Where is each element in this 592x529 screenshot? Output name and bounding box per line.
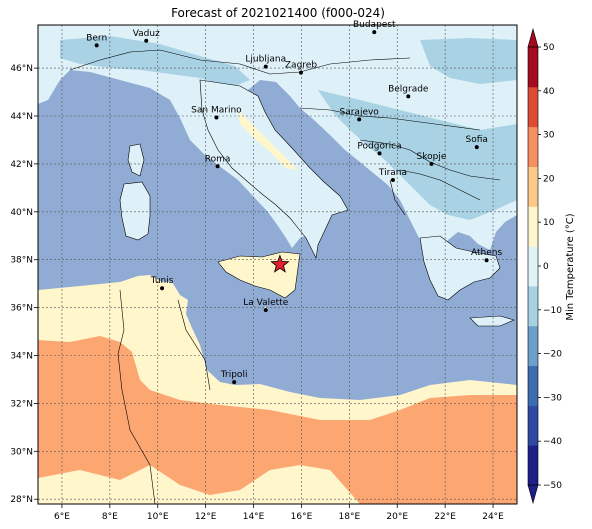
city-label: Tunis bbox=[150, 276, 174, 286]
colorbar-tick-label: −30 bbox=[543, 393, 562, 403]
colorbar-tick-label: 0 bbox=[543, 262, 549, 272]
city-label: Tripoli bbox=[220, 370, 248, 380]
city-label: Sarajevo bbox=[340, 107, 380, 117]
europe-land bbox=[38, 25, 517, 260]
lat-tick-label: 30°N bbox=[10, 447, 33, 457]
alps-cool-zone bbox=[60, 36, 250, 88]
colorbar-segment bbox=[528, 206, 538, 247]
city-dot bbox=[144, 38, 149, 43]
city-label: Athens bbox=[471, 248, 502, 258]
city-label: Sofia bbox=[466, 135, 488, 145]
lat-tick-label: 36°N bbox=[10, 304, 33, 314]
greece-land bbox=[419, 235, 501, 301]
colorbar-tick-label: −10 bbox=[543, 306, 562, 316]
colorbar: 50 40 30 20 10 0 −10 −20 −30 −40 −50 bbox=[527, 27, 562, 505]
city-label: Skopje bbox=[417, 152, 447, 162]
city-label: Budapest bbox=[353, 20, 396, 30]
lon-tick-label: 16°E bbox=[291, 512, 313, 522]
italy-coast-mild bbox=[238, 110, 298, 170]
country-borders bbox=[69, 49, 501, 504]
colorbar-tick-label: −40 bbox=[543, 437, 562, 447]
colorbar-label: Min Temperature (°C) bbox=[565, 213, 576, 321]
lat-tick-label: 38°N bbox=[10, 256, 33, 266]
lon-tick-label: 14°E bbox=[243, 512, 265, 522]
city-dot bbox=[214, 115, 219, 120]
colorbar-segment bbox=[528, 285, 538, 327]
colorbar-segment bbox=[528, 246, 538, 287]
city-label: Bern bbox=[86, 33, 107, 43]
latitude-labels: 28°N 30°N 32°N 34°N 36°N 38°N 40°N 42°N 44°N 46°N bbox=[10, 64, 38, 505]
city-label: Ljubljana bbox=[245, 55, 286, 65]
colorbar-extend-max bbox=[527, 27, 539, 48]
crete-land bbox=[469, 315, 515, 327]
lon-tick-label: 8°E bbox=[102, 512, 118, 522]
colorbar-segment bbox=[528, 166, 538, 207]
lon-tick-label: 22°E bbox=[434, 512, 456, 522]
colorbar-tick-label: 30 bbox=[543, 131, 555, 141]
city-dot bbox=[298, 70, 303, 75]
city-dot bbox=[390, 177, 395, 182]
italy-land bbox=[199, 79, 349, 259]
city-label: La Valette bbox=[243, 298, 288, 308]
city-dot bbox=[263, 308, 268, 313]
lon-tick-label: 6°E bbox=[54, 512, 70, 522]
city-label: Podgorica bbox=[357, 141, 401, 151]
city-dot bbox=[377, 151, 382, 156]
city-dot bbox=[232, 380, 237, 385]
city-dot bbox=[263, 64, 268, 69]
city-dot bbox=[406, 94, 411, 99]
lon-tick-label: 18°E bbox=[339, 512, 361, 522]
longitude-labels: 6°E 8°E 10°E 12°E 14°E 16°E 18°E 20°E 22°E 24°E bbox=[54, 504, 504, 522]
city-dot bbox=[215, 164, 220, 169]
city-dot bbox=[94, 43, 99, 48]
lon-tick-label: 20°E bbox=[386, 512, 408, 522]
city-dot bbox=[372, 30, 377, 35]
colorbar-segment bbox=[528, 405, 538, 446]
city-label: San Marino bbox=[191, 105, 242, 115]
lon-tick-label: 10°E bbox=[147, 512, 169, 522]
city-label: Belgrade bbox=[388, 84, 429, 94]
lat-tick-label: 32°N bbox=[10, 399, 33, 409]
sardinia-land bbox=[119, 181, 151, 241]
colorbar-extend-min bbox=[527, 484, 539, 505]
city-dot bbox=[160, 286, 165, 291]
map-frame bbox=[37, 24, 518, 505]
colorbar-segment bbox=[528, 325, 538, 367]
forecast-point-star-icon bbox=[270, 254, 290, 273]
colorbar-segment bbox=[528, 365, 538, 406]
balkans-cool-zone bbox=[318, 90, 517, 220]
colorbar-tick-label: 50 bbox=[543, 43, 555, 53]
city-dot bbox=[429, 161, 434, 166]
lon-tick-label: 24°E bbox=[482, 512, 504, 522]
lat-tick-label: 42°N bbox=[10, 160, 33, 170]
colorbar-tick-label: −20 bbox=[543, 350, 562, 360]
city-label: Zagreb bbox=[285, 61, 317, 71]
city-label: Vaduz bbox=[133, 29, 160, 39]
lat-tick-label: 40°N bbox=[10, 208, 33, 218]
colorbar-tick-label: 20 bbox=[543, 174, 555, 184]
corsica-land bbox=[127, 143, 145, 177]
colorbar-segment bbox=[528, 126, 538, 167]
colorbar-tick-label: 10 bbox=[543, 218, 555, 228]
city-dot bbox=[484, 258, 489, 263]
lat-tick-label: 46°N bbox=[10, 64, 33, 74]
lat-tick-label: 44°N bbox=[10, 112, 33, 122]
colorbar-tick-label: −50 bbox=[543, 481, 562, 491]
city-dot bbox=[357, 117, 362, 122]
city-label: Tirana bbox=[378, 168, 407, 178]
lon-tick-label: 12°E bbox=[195, 512, 217, 522]
colorbar-segment bbox=[528, 86, 538, 128]
colorbar-tick-label: 40 bbox=[543, 87, 555, 97]
colorbar-segment bbox=[528, 47, 538, 88]
city-dot bbox=[474, 145, 479, 150]
lat-tick-label: 28°N bbox=[10, 495, 33, 505]
city-label: Roma bbox=[205, 154, 231, 164]
lat-tick-label: 34°N bbox=[10, 352, 33, 362]
map-title: Forecast of 2021021400 (f000-024) bbox=[171, 6, 385, 20]
colorbar-segment bbox=[528, 445, 538, 486]
